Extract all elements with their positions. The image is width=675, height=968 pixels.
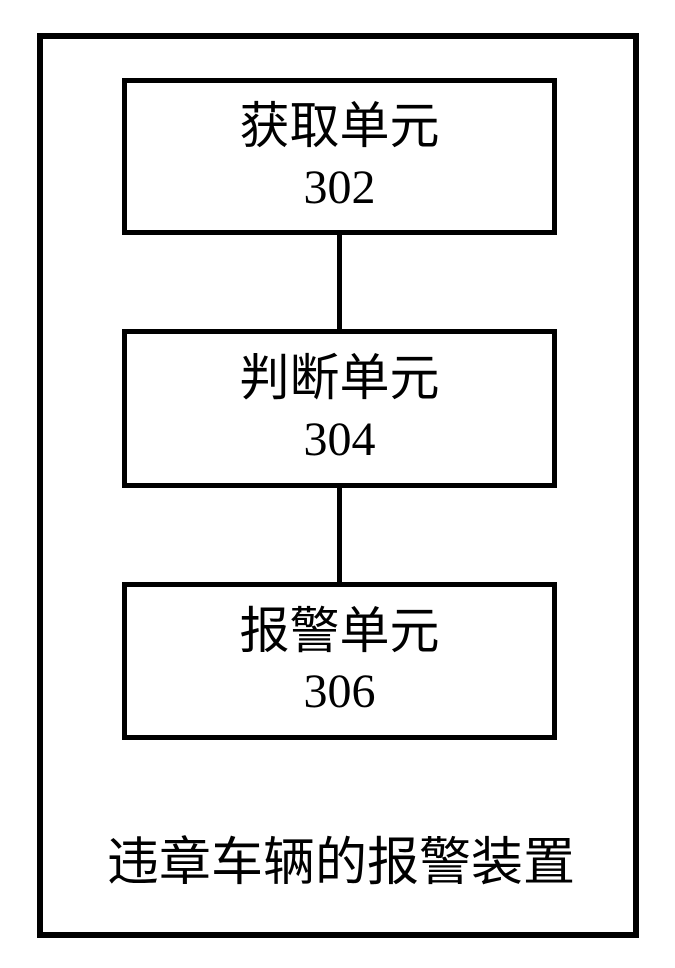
block-judgment-unit: 判断单元 304 [122,329,557,488]
block-title: 报警单元 [240,600,440,663]
block-title: 获取单元 [240,95,440,158]
block-number: 302 [304,158,376,218]
block-acquisition-unit: 获取单元 302 [122,78,557,235]
block-title: 判断单元 [240,347,440,410]
diagram-caption: 违章车辆的报警装置 [96,820,586,895]
connector-302-304 [337,235,342,329]
connector-304-306 [337,488,342,582]
block-number: 304 [304,410,376,470]
block-alarm-unit: 报警单元 306 [122,582,557,740]
block-number: 306 [304,662,376,722]
